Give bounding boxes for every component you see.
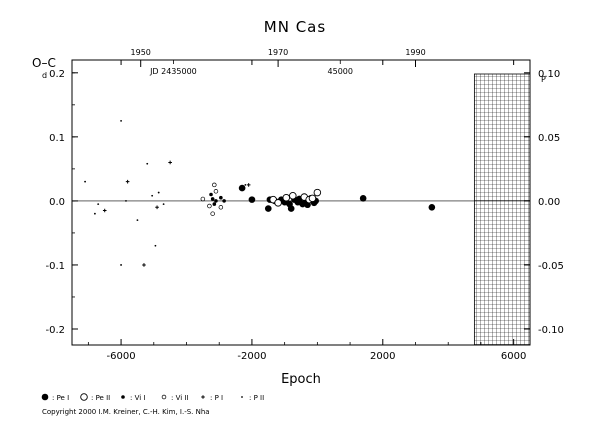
data-point (209, 192, 213, 197)
data-point (210, 211, 215, 216)
y-tick-label: -0.2 (45, 325, 65, 336)
x-tick-label: 2000 (370, 351, 395, 362)
x-tick-label: -6000 (107, 351, 136, 362)
jd-label: 45000 (328, 67, 353, 76)
y-axis-unit-left: d (42, 71, 47, 80)
data-point (246, 183, 251, 187)
data-point (282, 193, 291, 202)
data-point (238, 184, 246, 192)
legend: : Pe I : Pe II : Vi I : Vi II : P I : P II (41, 393, 264, 402)
legend-label: : Vi II (171, 394, 189, 402)
data-point (428, 204, 436, 211)
data-point (289, 192, 297, 200)
year-tick-label: 1970 (268, 48, 288, 57)
data-point (308, 194, 317, 203)
data-point (244, 183, 247, 186)
data-point (313, 188, 322, 197)
y-right-tick-label: -0.10 (538, 325, 564, 336)
data-point (94, 212, 96, 215)
data-point (274, 199, 282, 207)
data-point (151, 194, 154, 197)
legend-label: : Pe II (91, 394, 110, 402)
data-point (157, 191, 160, 194)
y-right-tick-label: 0.00 (538, 197, 560, 208)
data-point (218, 205, 224, 210)
copyright-text: Copyright 2000 I.M. Kreiner, C.-H. Kim, … (42, 408, 210, 416)
data-point (213, 189, 219, 194)
data-point (168, 160, 172, 165)
x-tick-label: -2000 (237, 351, 266, 362)
data-point (359, 195, 367, 202)
legend-label: : P I (210, 394, 223, 402)
year-tick-label: 1990 (405, 48, 425, 57)
future-region-hatch (473, 73, 531, 346)
y-axis-label: O–C (32, 56, 56, 70)
data-point (210, 197, 215, 201)
data-point (84, 180, 86, 183)
legend-symbol (161, 394, 167, 400)
legend-label: : Pe I (52, 394, 69, 402)
data-point (212, 202, 217, 206)
legend-symbol (121, 395, 125, 399)
y-right-tick-label: -0.05 (538, 261, 564, 272)
legend-symbol (241, 396, 243, 398)
data-point (136, 219, 139, 222)
data-point (142, 263, 146, 267)
chart-title: MN Cas (264, 18, 326, 36)
y-tick-label: 0.2 (49, 69, 65, 80)
data-point (200, 196, 206, 202)
data-point (248, 196, 256, 203)
y-axis-unit-right: P (541, 75, 546, 84)
data-point (125, 179, 130, 184)
data-point (212, 182, 217, 188)
axes: -6000 -2000 2000 6000 -0.2 -0.1 0.0 0.1 0.2 -0.10… (45, 48, 563, 362)
data-point (125, 199, 127, 202)
data-point (102, 208, 107, 213)
legend-symbol (201, 395, 205, 399)
y-tick-label: 0.1 (49, 133, 65, 144)
legend-symbol (80, 393, 88, 401)
y-right-tick-label: 0.05 (538, 133, 560, 144)
data-point (97, 203, 100, 206)
y-tick-label: 0.0 (49, 197, 65, 208)
data-point (155, 205, 159, 210)
data-point (146, 162, 149, 165)
x-axis-label: Epoch (281, 372, 321, 387)
legend-symbol (41, 393, 49, 401)
year-tick-label: 1950 (131, 48, 151, 57)
data-point (207, 203, 212, 209)
jd-label: JD 2435000 (149, 67, 197, 76)
data-point (120, 264, 122, 266)
data-point (264, 205, 272, 212)
data-point (219, 195, 223, 200)
legend-label: : Vi I (130, 394, 145, 402)
y-tick-label: -0.1 (45, 261, 65, 272)
data-point (222, 199, 226, 203)
data-point (154, 244, 157, 247)
y-right-tick-label: 0.10 (538, 69, 560, 80)
data-point (120, 119, 122, 122)
legend-label: : P II (249, 394, 264, 402)
data-point (287, 205, 295, 212)
x-tick-label: 6000 (501, 351, 526, 362)
data-point (162, 203, 165, 206)
data-point (214, 199, 218, 203)
data-points (84, 119, 436, 267)
